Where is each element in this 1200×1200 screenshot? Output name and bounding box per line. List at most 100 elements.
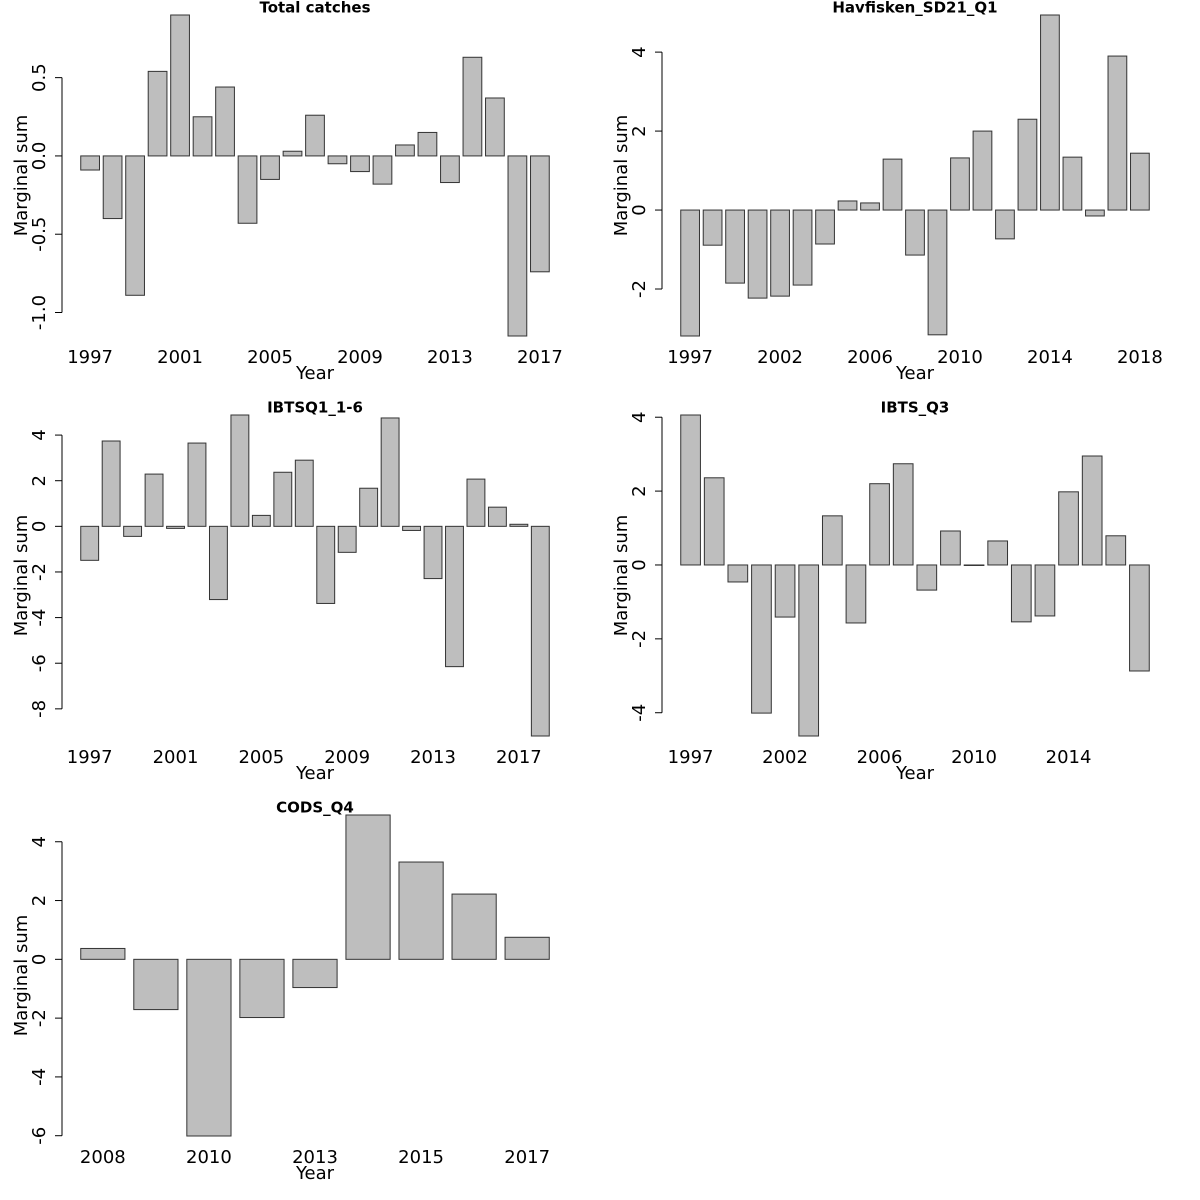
bar <box>372 155 393 185</box>
bar <box>215 86 235 157</box>
x-tick-label: 2014 <box>1046 747 1092 768</box>
panel: IBTS_Q3 Year Marginal sum -4 -2 0 2 4 1997 2002 20… <box>611 399 1150 784</box>
bar <box>845 564 867 624</box>
x-tick-label: 2013 <box>427 347 473 368</box>
bar <box>192 116 213 157</box>
bar <box>282 150 303 157</box>
bar <box>166 525 185 529</box>
bar <box>509 523 529 527</box>
bar <box>417 131 438 157</box>
y-tick-label: 0 <box>29 954 50 965</box>
bar <box>345 814 391 960</box>
bar <box>292 958 338 989</box>
y-tick-label: -2 <box>629 280 650 298</box>
x-tick-label: 2014 <box>1027 347 1073 368</box>
panel: CODS_Q4 Year Marginal sum -6 -4 -2 0 2 4 2008 2010… <box>11 799 550 1185</box>
y-tick-label: 0.5 <box>29 63 50 92</box>
bar <box>963 564 985 566</box>
x-tick-label: 2008 <box>80 1147 126 1168</box>
bar <box>251 514 271 527</box>
bar <box>680 209 700 337</box>
x-axis-label: Year <box>895 363 935 384</box>
bar <box>892 463 914 566</box>
x-axis-label: Year <box>895 763 935 784</box>
bar <box>102 155 123 220</box>
x-axis-label: Year <box>295 1163 335 1184</box>
bar <box>186 958 232 1137</box>
bar <box>916 564 938 591</box>
bar <box>230 414 250 527</box>
bar <box>1130 152 1150 211</box>
x-tick-label: 1997 <box>668 747 714 768</box>
bar <box>294 459 314 527</box>
bar <box>350 155 370 173</box>
y-tick-label: 0 <box>629 559 650 570</box>
panel: Havfisken_SD21_Q1 Year Marginal sum -2 0 2 4 19… <box>611 0 1163 384</box>
y-axis-label: Marginal sum <box>611 515 632 637</box>
bar <box>860 202 880 211</box>
panel-title: IBTSQ1_1-6 <box>267 399 363 417</box>
x-tick-label: 1997 <box>67 347 113 368</box>
bar <box>80 155 100 171</box>
bar <box>987 540 1009 566</box>
bar <box>727 564 749 583</box>
y-tick-label: -0.5 <box>29 217 50 252</box>
x-tick-label: 2018 <box>1117 347 1163 368</box>
y-tick-label: 0 <box>629 204 650 215</box>
y-tick-label: -2 <box>29 563 50 581</box>
x-tick-label: 2005 <box>238 747 284 768</box>
x-tick-label: 2015 <box>398 1147 444 1168</box>
y-tick-label: 4 <box>629 411 650 422</box>
bar <box>1034 564 1056 617</box>
x-tick-label: 2017 <box>504 1147 550 1168</box>
y-tick-label: -6 <box>29 654 50 672</box>
x-tick-label: 2013 <box>410 747 456 768</box>
x-axis-label: Year <box>295 363 335 384</box>
bar <box>466 478 486 527</box>
bar <box>504 936 550 960</box>
y-axis-label: Marginal sum <box>611 115 632 237</box>
bar <box>123 525 143 537</box>
bar <box>395 144 415 157</box>
bar <box>751 564 772 714</box>
x-tick-label: 2017 <box>496 747 542 768</box>
x-tick-label: 2001 <box>157 347 203 368</box>
bar <box>792 209 813 286</box>
bar <box>208 525 228 601</box>
bar <box>905 209 925 256</box>
x-tick-label: 2009 <box>337 347 383 368</box>
bar <box>815 209 835 245</box>
bar <box>1040 14 1060 211</box>
y-tick-label: -6 <box>29 1127 50 1145</box>
bar <box>770 209 790 297</box>
y-tick-label: 0 <box>29 521 50 532</box>
bar <box>1058 491 1079 566</box>
bar <box>530 155 550 273</box>
bar <box>530 525 550 737</box>
x-tick-label: 1997 <box>67 747 113 768</box>
bar <box>950 157 970 211</box>
bar <box>747 209 768 299</box>
bar <box>451 893 497 960</box>
bar <box>1105 535 1127 566</box>
y-tick-label: -8 <box>29 700 50 718</box>
bar <box>170 14 190 157</box>
x-tick-label: 2006 <box>847 347 893 368</box>
y-tick-label: -1.0 <box>29 295 50 330</box>
bar <box>337 525 357 553</box>
bar <box>869 483 890 566</box>
x-axis-label: Year <box>295 763 335 784</box>
bar <box>940 530 961 566</box>
y-tick-label: -4 <box>29 1068 50 1086</box>
bar <box>725 209 745 284</box>
x-tick-label: 2002 <box>757 347 803 368</box>
panel: IBTSQ1_1-6 Year Marginal sum -8 -6 -4 -2 0 2 4 199… <box>11 399 550 784</box>
bar <box>260 155 280 180</box>
y-axis-label: Marginal sum <box>11 915 32 1037</box>
y-tick-label: -2 <box>629 630 650 648</box>
bar <box>133 958 179 1011</box>
bar <box>995 209 1015 240</box>
bar <box>80 947 126 960</box>
x-tick-label: 2002 <box>762 747 808 768</box>
bar <box>837 200 858 211</box>
